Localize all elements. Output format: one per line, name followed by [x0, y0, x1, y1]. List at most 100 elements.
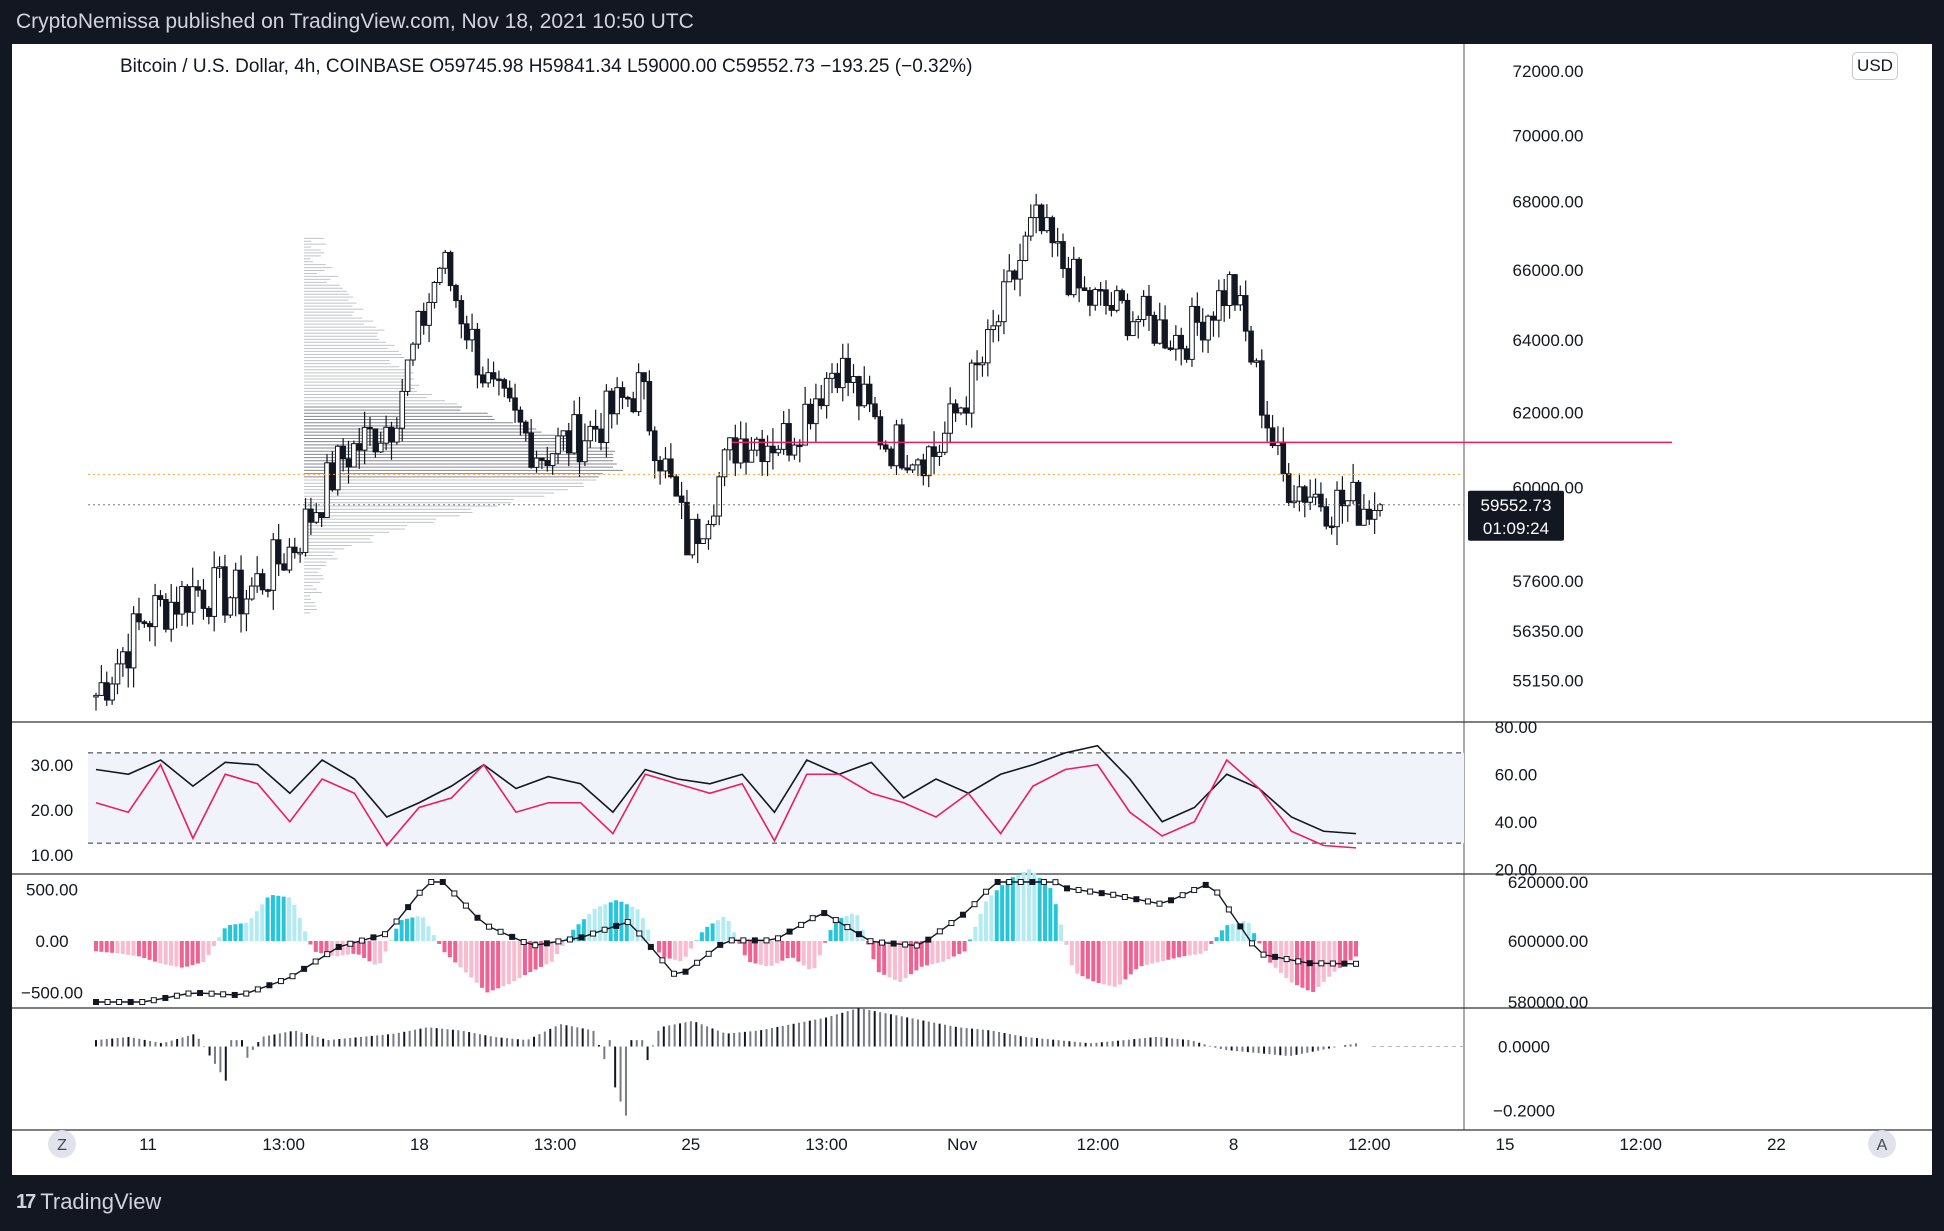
- macd-histogram-bar: [555, 941, 560, 955]
- macd-histogram-bar: [732, 932, 737, 941]
- candle-body: [437, 267, 443, 283]
- macd-signal-marker: [1168, 897, 1175, 904]
- macd-signal-marker: [1098, 890, 1105, 897]
- candle-body: [872, 403, 878, 418]
- currency-button[interactable]: USD: [1852, 52, 1898, 80]
- macd-signal-marker: [486, 923, 493, 930]
- macd-pane[interactable]: [93, 869, 1359, 1005]
- candle-body: [216, 566, 223, 569]
- macd-histogram-bar: [1171, 941, 1176, 959]
- macd-histogram-bar: [1144, 941, 1149, 965]
- macd-signal-marker: [185, 990, 192, 997]
- macd-signal-marker: [1248, 940, 1255, 947]
- macd-signal-marker: [694, 959, 701, 966]
- candle-body: [496, 378, 502, 381]
- candle-body: [549, 453, 556, 467]
- candle-body: [1103, 289, 1109, 307]
- macd-right-tick: 620000.00: [1508, 873, 1588, 892]
- macd-histogram-bar: [791, 941, 796, 958]
- macd-histogram-bar: [640, 918, 645, 941]
- macd-left-tick: 0.00: [35, 932, 68, 951]
- macd-histogram-bar: [388, 940, 393, 941]
- macd-histogram-bar: [190, 941, 195, 966]
- macd-histogram-bar: [233, 924, 238, 941]
- macd-signal-marker: [798, 921, 805, 928]
- macd-signal-marker: [1017, 879, 1024, 885]
- macd-signal-marker: [809, 915, 816, 922]
- candle-body: [560, 430, 567, 437]
- macd-signal-marker: [1306, 960, 1313, 967]
- candle-body: [410, 343, 416, 361]
- candle-body: [807, 403, 814, 425]
- macd-histogram-bar: [351, 941, 356, 954]
- macd-histogram-bar: [860, 929, 865, 941]
- macd-histogram-bar: [469, 941, 474, 978]
- macd-histogram-bar: [340, 941, 345, 956]
- macd-signal-marker: [1121, 893, 1128, 900]
- macd-histogram-bar: [1354, 941, 1358, 957]
- macd-signal-marker: [994, 879, 1001, 885]
- macd-signal-marker: [1087, 888, 1094, 895]
- macd-histogram-bar: [748, 941, 753, 963]
- macd-signal-marker: [416, 889, 423, 896]
- macd-histogram-bar: [753, 941, 758, 964]
- macd-signal-marker: [509, 933, 516, 940]
- macd-histogram-bar: [1225, 925, 1230, 941]
- candle-body: [232, 569, 239, 599]
- macd-histogram-bar: [501, 941, 506, 987]
- macd-signal-marker: [925, 936, 932, 943]
- macd-signal-marker: [636, 930, 643, 937]
- rsi-pane[interactable]: [88, 744, 1464, 849]
- candle-body: [528, 432, 534, 468]
- candle-body: [893, 424, 900, 467]
- macd-histogram-bar: [1075, 941, 1080, 974]
- candle-body: [770, 445, 776, 454]
- macd-histogram-bar: [201, 941, 206, 963]
- candle-body: [968, 362, 975, 414]
- candle-body: [716, 476, 722, 517]
- candle-body: [490, 372, 497, 380]
- candle-body: [238, 569, 244, 615]
- volume-profile: [304, 237, 623, 614]
- macd-signal-marker: [197, 990, 204, 997]
- macd-histogram-bar: [1037, 877, 1042, 941]
- macd-histogram-bar: [94, 941, 98, 952]
- macd-histogram-bar: [1348, 941, 1353, 961]
- macd-histogram-bar: [152, 941, 157, 962]
- chart-area[interactable]: 72000.00 70000.00 68000.00 66000.00 64000.00…: [12, 44, 1932, 1175]
- candle-body: [571, 414, 577, 454]
- macd-histogram-bar: [630, 906, 635, 941]
- candle-body: [732, 437, 739, 464]
- macd-histogram-bar: [576, 924, 581, 941]
- candle-body: [705, 524, 712, 540]
- candle-body: [931, 446, 937, 457]
- candle-body: [340, 445, 346, 460]
- candle-body: [576, 414, 583, 463]
- candle-body: [275, 539, 282, 565]
- price-candles[interactable]: [88, 193, 1672, 711]
- macd-signal-marker: [913, 942, 920, 949]
- price-tick-label: 62000.00: [1513, 404, 1584, 423]
- candle-body: [711, 515, 717, 526]
- price-tick-label: 64000.00: [1513, 331, 1584, 350]
- macd-histogram-bar: [399, 920, 404, 941]
- macd-histogram-bar: [297, 918, 302, 941]
- macd-histogram-bar: [136, 941, 141, 957]
- candle-body: [1264, 414, 1270, 429]
- candle-body: [458, 300, 465, 325]
- candle-body: [1173, 334, 1179, 350]
- candle-body: [136, 613, 142, 623]
- macd-histogram-bar: [1311, 941, 1316, 993]
- macd-signal-marker: [347, 940, 354, 947]
- macd-histogram-bar: [984, 901, 989, 941]
- macd-signal-marker: [682, 968, 689, 975]
- oscillator-pane[interactable]: [95, 1008, 1464, 1116]
- candle-body: [120, 651, 126, 665]
- chart-svg[interactable]: 72000.00 70000.00 68000.00 66000.00 64000.00…: [12, 44, 1932, 1175]
- candle-body: [206, 607, 212, 617]
- macd-histogram-bar: [1246, 923, 1251, 941]
- candle-body: [1001, 281, 1007, 323]
- macd-signal-marker: [1272, 953, 1279, 960]
- candle-body: [764, 445, 771, 463]
- tradingview-brand[interactable]: 17 TradingView: [16, 1189, 161, 1215]
